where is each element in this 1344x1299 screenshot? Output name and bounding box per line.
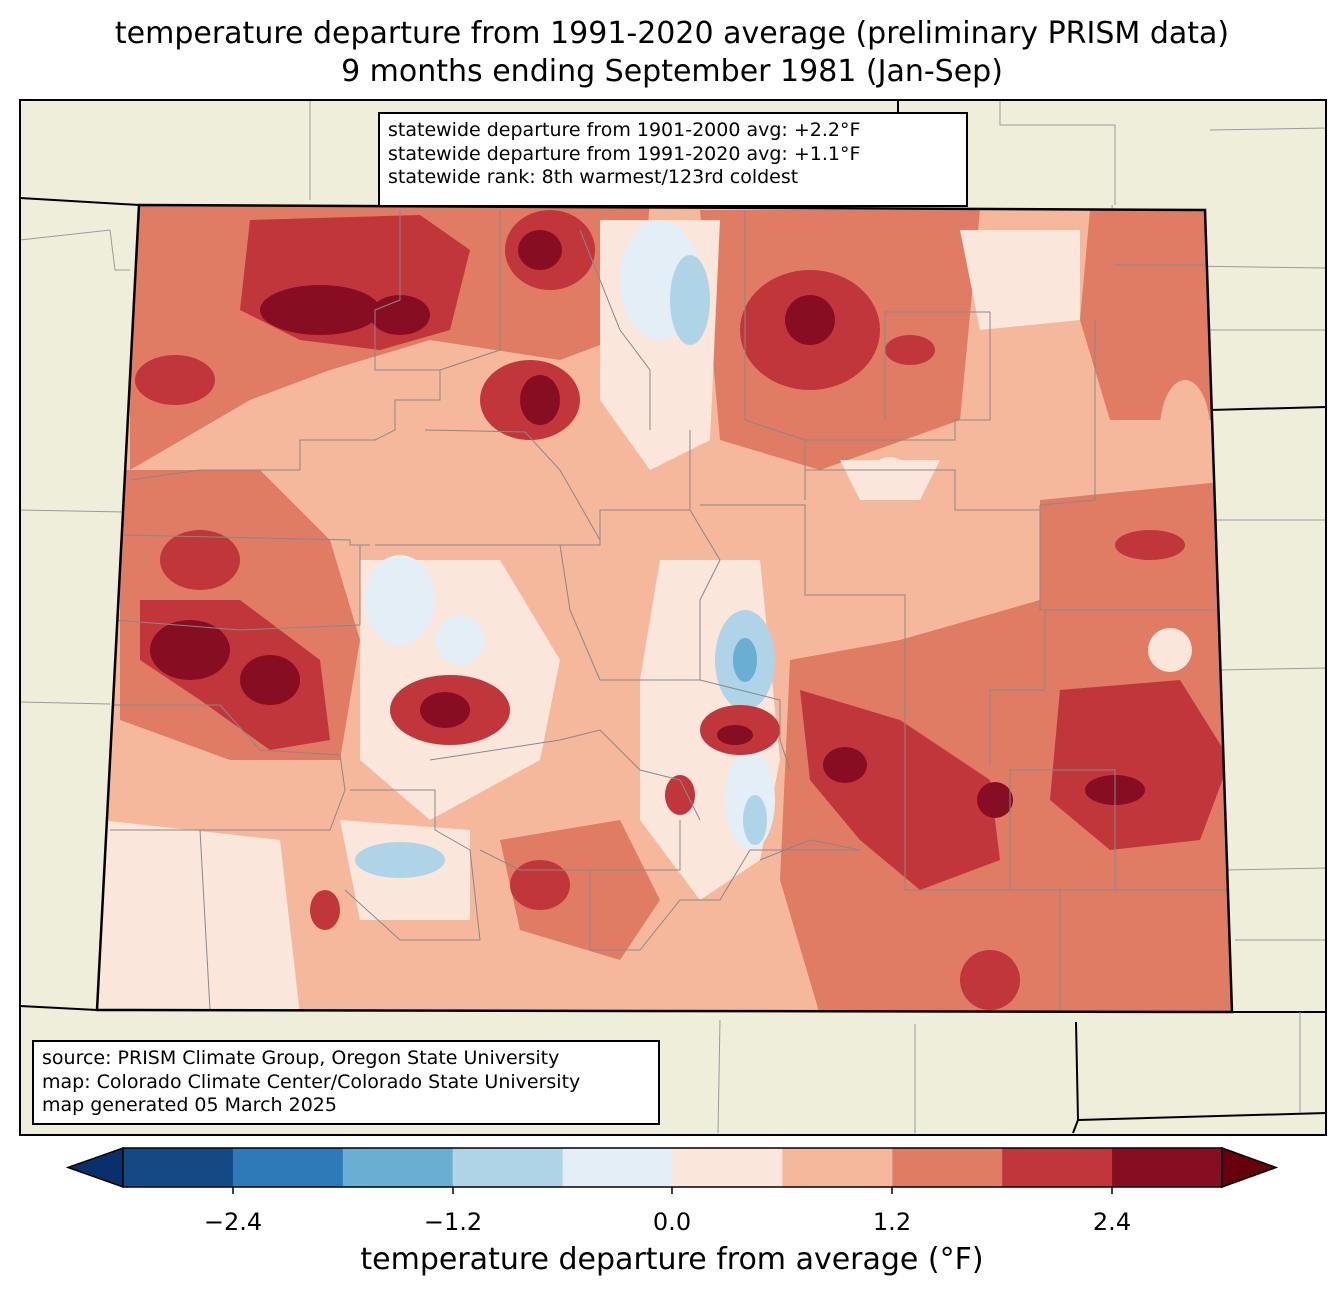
colorbar-segment <box>782 1148 893 1187</box>
colorbar-segment <box>672 1148 783 1187</box>
colorado-border <box>95 203 1234 1014</box>
temperature-anomaly-field <box>97 205 1232 1012</box>
colorbar-segment <box>892 1148 1003 1187</box>
colorbar <box>65 1146 1279 1194</box>
colorbar-arrow-high <box>1221 1146 1279 1189</box>
colorbar-tick-label: 1.2 <box>872 1208 912 1236</box>
map-title: temperature departure from 1991-2020 ave… <box>114 16 1230 51</box>
colorbar-label: temperature departure from average (°F) <box>360 1242 984 1277</box>
colorbar-segment <box>1112 1148 1223 1187</box>
stats-line-1: statewide departure from 1901-2000 avg: … <box>388 119 861 141</box>
colorbar-tick-label: −1.2 <box>423 1208 483 1236</box>
colorbar-tick-label: −2.4 <box>203 1208 263 1236</box>
colorbar-segment <box>342 1148 454 1187</box>
map-subtitle: 9 months ending September 1981 (Jan-Sep) <box>341 54 1003 89</box>
map-frame <box>19 99 1327 1136</box>
colorbar-arrow-low <box>65 1146 124 1189</box>
colorbar-tick-label: 0.0 <box>652 1208 692 1236</box>
stats-line-2: statewide departure from 1991-2020 avg: … <box>388 142 861 165</box>
stats-line-3: statewide rank: 8th warmest/123rd coldes… <box>388 166 799 188</box>
colorbar-segment <box>123 1148 234 1187</box>
source-line-1: source: PRISM Climate Group, Oregon Stat… <box>42 1047 560 1069</box>
colorbar-segment <box>232 1148 344 1187</box>
source-line-2: map: Colorado Climate Center/Colorado St… <box>42 1070 581 1093</box>
colorbar-segment <box>452 1148 564 1187</box>
colorbar-tick-label: 2.4 <box>1092 1208 1132 1236</box>
source-line-3: map generated 05 March 2025 <box>42 1094 337 1116</box>
statewide-stats-box: statewide departure from 1901-2000 avg: … <box>378 112 968 207</box>
source-box: source: PRISM Climate Group, Oregon Stat… <box>32 1040 660 1125</box>
colorbar-segment <box>1002 1148 1113 1187</box>
colorbar-segment <box>562 1148 673 1187</box>
county-lines <box>108 210 1230 1012</box>
